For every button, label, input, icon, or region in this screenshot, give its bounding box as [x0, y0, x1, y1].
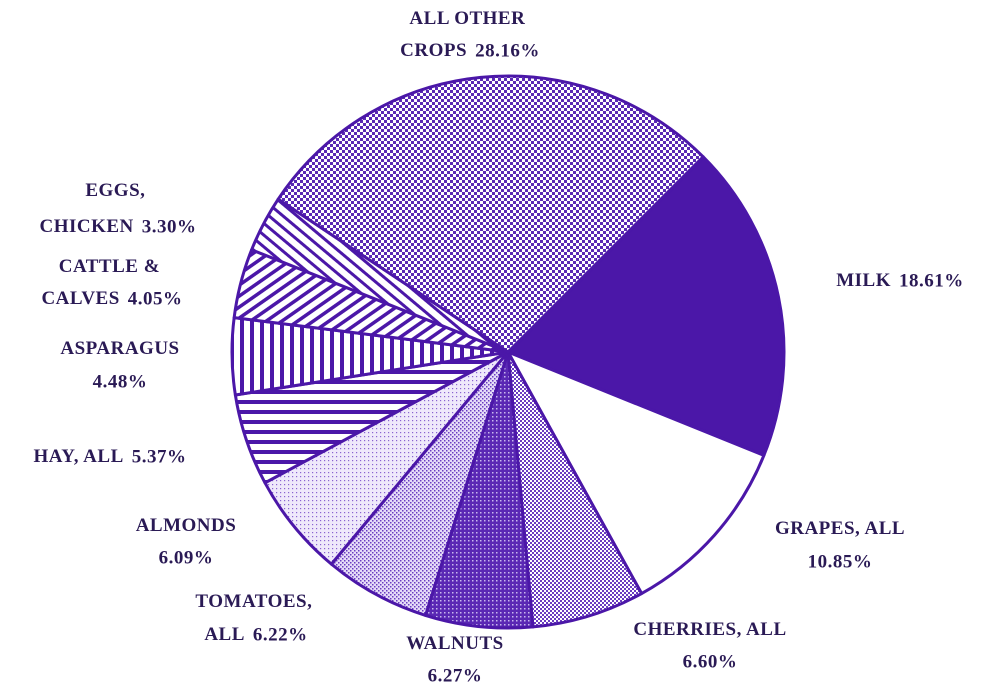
pie-slice: [506, 350, 644, 629]
labels: MILK 18.61% GRAPES, ALL 10.85% CHERRIES, ALL…: [33, 8, 963, 686]
value-label: 18.61%: [899, 270, 964, 291]
label-line: ALL: [204, 624, 245, 645]
value-label: 5.37%: [132, 446, 187, 467]
slice-label: ASPARAGUS: [60, 338, 179, 359]
slice-label: GRAPES, ALL: [775, 518, 905, 539]
slice-label: HAY, ALL: [33, 446, 123, 467]
value-label: 3.30%: [142, 216, 197, 237]
value-label: 6.60%: [683, 651, 738, 672]
label-line: CALVES: [41, 288, 119, 309]
label-line: MILK: [836, 270, 891, 291]
label-line: ALL OTHER: [409, 8, 530, 29]
pie-slice: [276, 74, 705, 354]
label-line: ASPARAGUS: [60, 338, 179, 359]
slices: [230, 74, 786, 630]
slice-label: EGGS, CHICKEN: [39, 180, 150, 237]
label-line: CHERRIES, ALL: [633, 619, 786, 640]
value-label: 10.85%: [808, 551, 873, 572]
slice-label: ALL OTHER CROPS: [400, 8, 530, 61]
label-line: CHICKEN: [39, 216, 133, 237]
value-label: 4.48%: [93, 371, 148, 392]
slice-label: ALMONDS: [136, 515, 237, 536]
label-line: EGGS,: [85, 180, 150, 201]
pie-slice: [506, 350, 766, 596]
pie-slice: [506, 155, 786, 457]
label-line: GRAPES, ALL: [775, 518, 905, 539]
label-line: CATTLE &: [59, 256, 166, 277]
slice-label: CHERRIES, ALL: [633, 619, 786, 640]
value-label: 28.16%: [475, 40, 540, 61]
label-line: WALNUTS: [406, 633, 503, 654]
label-line: ALMONDS: [136, 515, 237, 536]
slice-label: MILK: [836, 270, 891, 291]
label-line: HAY, ALL: [33, 446, 123, 467]
slice-label: CATTLE & CALVES: [41, 256, 165, 309]
label-line: CROPS: [400, 40, 467, 61]
slice-label: WALNUTS: [406, 633, 503, 654]
value-label: 6.27%: [428, 665, 483, 686]
slice-label: TOMATOES, ALL: [195, 591, 317, 645]
value-label: 4.05%: [128, 288, 183, 309]
label-line: TOMATOES,: [195, 591, 317, 612]
value-label: 6.22%: [253, 624, 308, 645]
value-label: 6.09%: [159, 547, 214, 568]
